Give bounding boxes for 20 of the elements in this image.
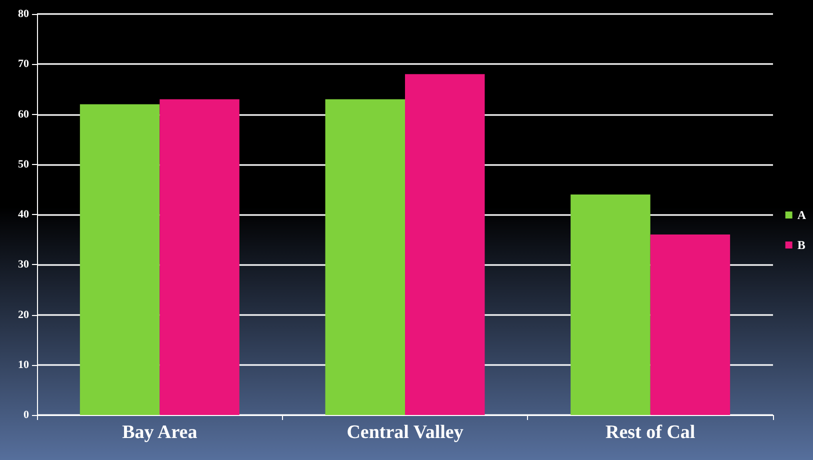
y-tick-label: 0 bbox=[24, 409, 30, 421]
x-tick-label: Rest of Cal bbox=[605, 422, 696, 443]
y-tick-label: 60 bbox=[18, 108, 30, 120]
y-tick-label: 50 bbox=[18, 158, 30, 170]
x-tick-label: Central Valley bbox=[346, 422, 464, 443]
bar bbox=[160, 99, 240, 415]
bar bbox=[650, 234, 730, 415]
y-tick-label: 20 bbox=[18, 308, 30, 321]
legend-label: B bbox=[797, 238, 806, 252]
y-tick-label: 70 bbox=[18, 58, 30, 70]
bar bbox=[405, 74, 485, 415]
x-tick-label: Bay Area bbox=[122, 422, 198, 443]
y-tick-label: 40 bbox=[18, 208, 30, 220]
y-tick-label: 30 bbox=[18, 258, 30, 271]
y-tick-label: 80 bbox=[18, 8, 30, 20]
bar bbox=[325, 99, 405, 415]
legend-label: A bbox=[797, 208, 806, 222]
bar bbox=[570, 194, 650, 415]
bar bbox=[80, 104, 160, 415]
y-tick-label: 10 bbox=[18, 358, 30, 371]
